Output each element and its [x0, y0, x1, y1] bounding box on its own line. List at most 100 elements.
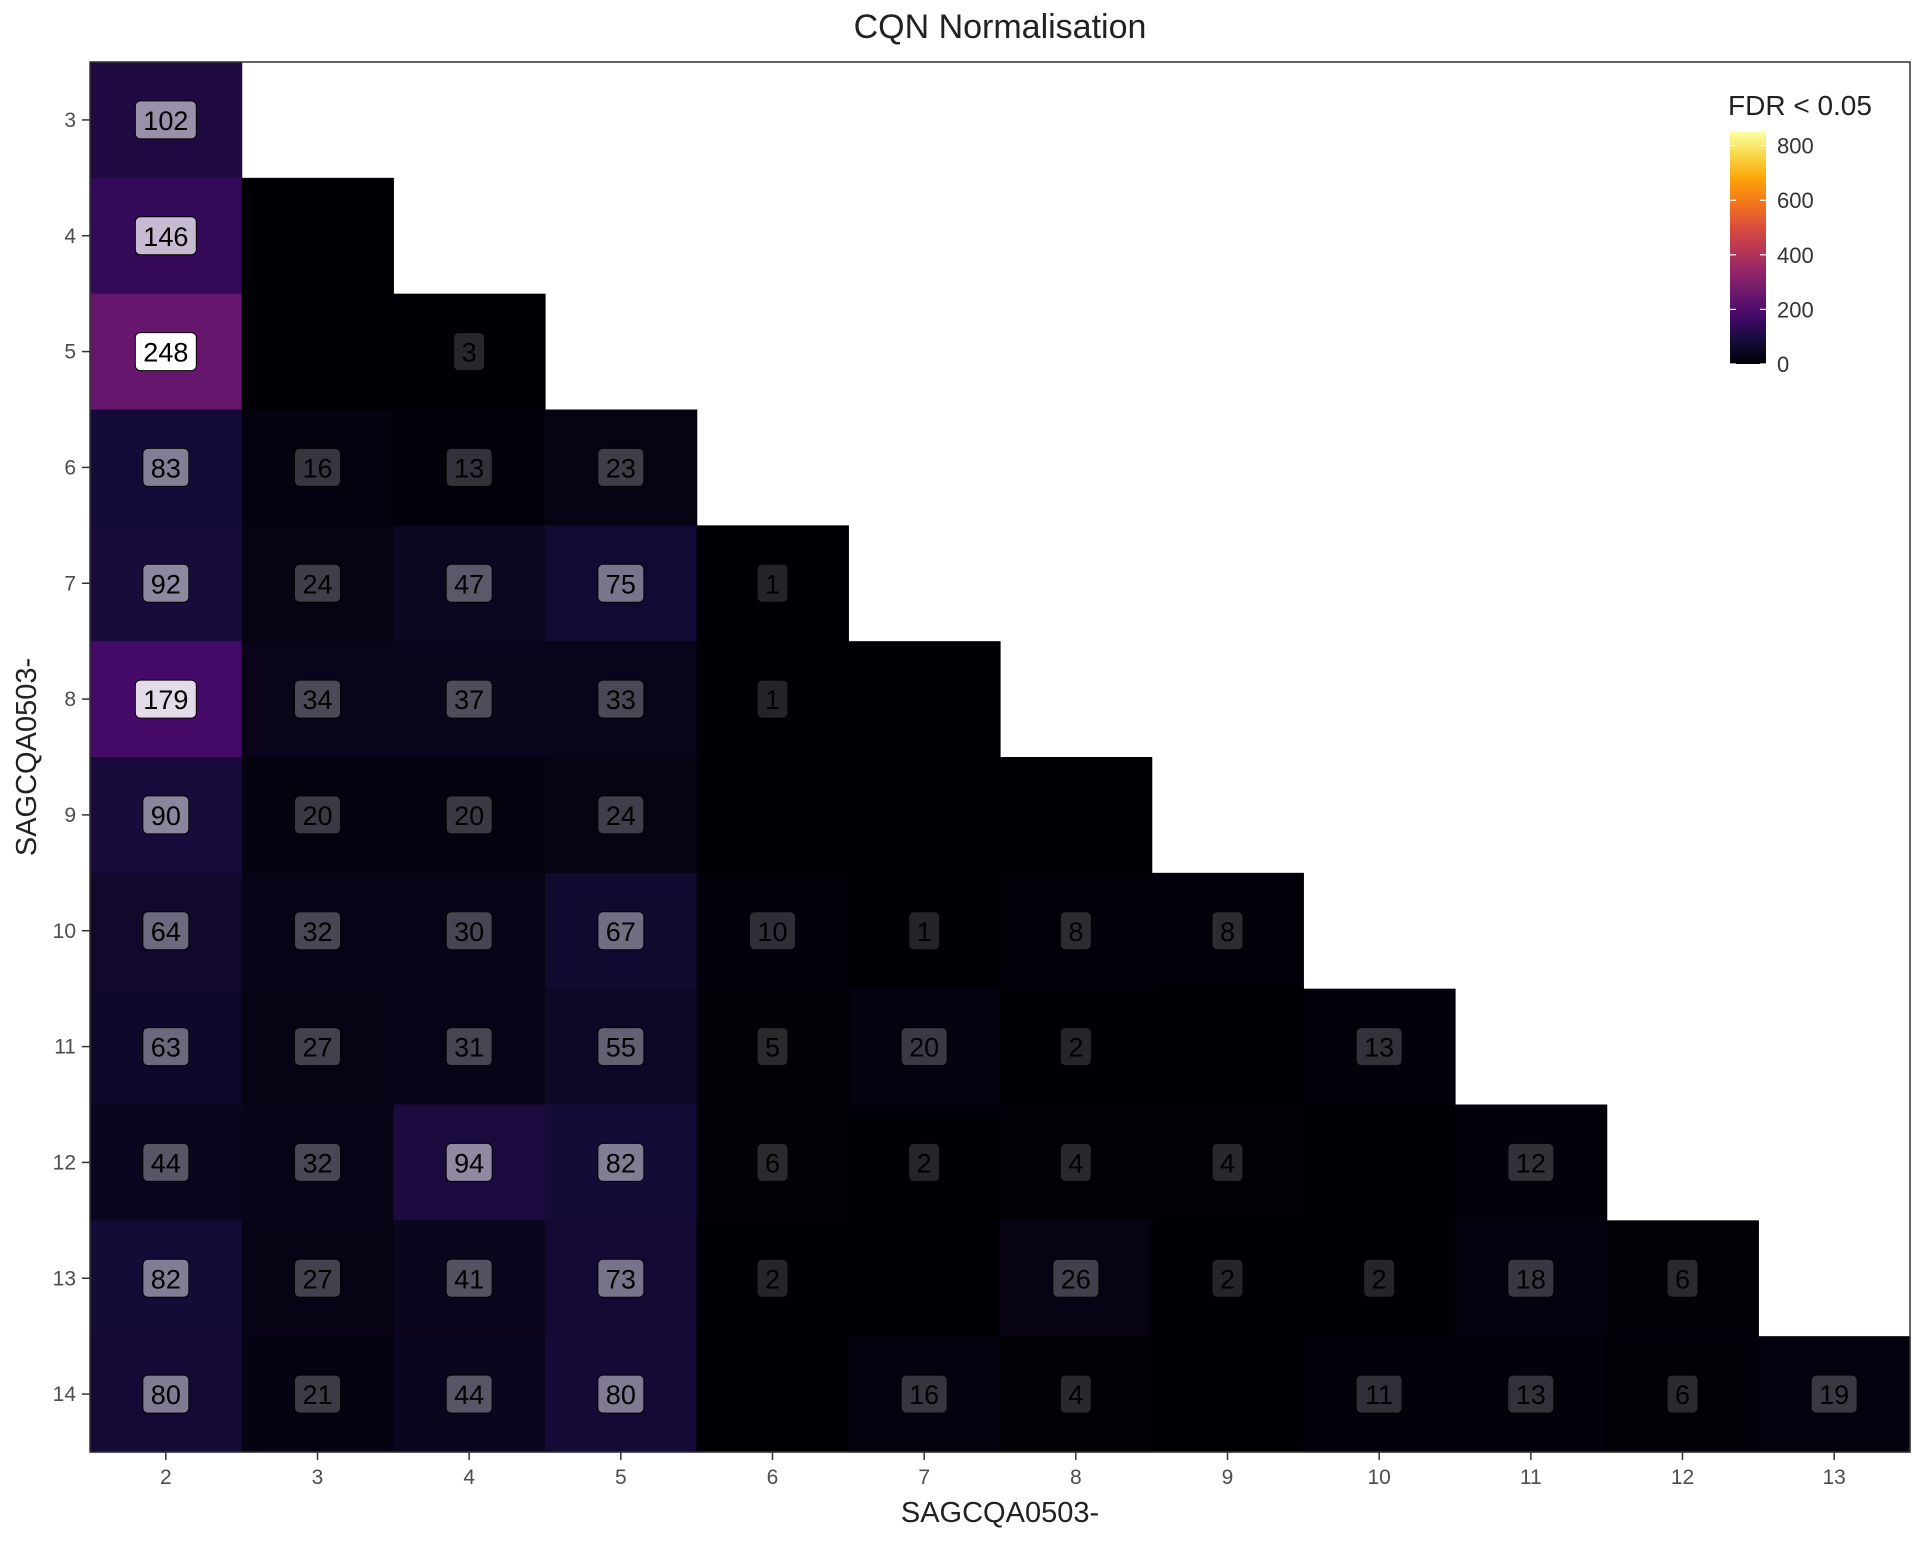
y-axis-title: SAGCQA0503- — [11, 658, 43, 856]
heatmap-cell — [848, 872, 1001, 990]
cell-value-text: 4 — [1220, 1148, 1235, 1178]
y-tick-label: 10 — [53, 920, 76, 943]
cell-value-box — [1810, 1374, 1858, 1414]
y-tick-label: 9 — [64, 804, 76, 827]
cell-value-label: 6 — [1666, 1374, 1699, 1414]
heatmap-cell — [393, 409, 546, 526]
cell-value-label: 13 — [1507, 1374, 1555, 1414]
heatmap-cell — [1151, 872, 1304, 990]
legend-tick-label: 600 — [1777, 188, 1814, 213]
cell-value-label: 2 — [1211, 1258, 1244, 1298]
heatmap-cell — [241, 757, 394, 874]
cell-value-box — [597, 1258, 645, 1298]
cell-value-box — [142, 1258, 190, 1298]
cell-value-text: 1 — [765, 685, 780, 715]
cell-value-label: 13 — [445, 447, 493, 487]
heatmap-cell — [90, 1104, 243, 1221]
cell-value-text: 37 — [454, 685, 484, 715]
cell-value-box — [294, 679, 341, 719]
cell-value-label: 41 — [445, 1258, 493, 1298]
legend-colorbar — [1730, 132, 1766, 364]
cell-value-box — [294, 1027, 341, 1067]
x-tick-label: 9 — [1222, 1466, 1234, 1489]
cell-value-label: 102 — [134, 100, 197, 140]
cell-value-label: 63 — [142, 1027, 190, 1067]
cell-value-text: 6 — [1675, 1264, 1690, 1294]
heatmap-cell — [241, 988, 394, 1106]
cell-value-box — [445, 795, 493, 835]
heatmap-cell — [545, 1336, 698, 1453]
heatmap-cell — [393, 1336, 546, 1453]
cell-value-text: 8 — [1068, 917, 1083, 947]
cell-value-label: 32 — [294, 1142, 341, 1182]
cell-value-text: 64 — [151, 917, 181, 947]
cell-value-label: 11 — [1355, 1374, 1403, 1414]
cell-value-text: 90 — [151, 801, 181, 831]
cell-value-label: 82 — [597, 1142, 645, 1182]
cell-value-box — [1507, 1258, 1555, 1298]
x-tick-label: 10 — [1367, 1466, 1390, 1489]
x-axis-title: SAGCQA0503- — [901, 1497, 1099, 1529]
cell-value-box — [134, 100, 197, 140]
x-tick-label: 13 — [1822, 1466, 1845, 1489]
cell-value-box — [445, 1258, 493, 1298]
heatmap-cell — [241, 409, 394, 526]
heatmap-cell — [1000, 1336, 1153, 1453]
cell-value-label: 33 — [597, 679, 645, 719]
cell-value-box — [597, 1027, 645, 1067]
cell-value-label: 179 — [134, 679, 197, 719]
heatmap-cell — [90, 872, 243, 990]
x-tick-label: 8 — [1070, 1466, 1082, 1489]
cell-value-text: 13 — [1516, 1380, 1546, 1410]
cell-value-box — [749, 911, 796, 951]
heatmap-cell — [241, 1336, 394, 1453]
heatmap-cell — [393, 525, 546, 642]
cell-value-box — [1355, 1374, 1403, 1414]
cell-value-box — [756, 1142, 789, 1182]
cell-value-label: 90 — [142, 795, 190, 835]
cell-value-label: 16 — [900, 1374, 948, 1414]
cell-value-label: 24 — [597, 795, 645, 835]
cell-value-text: 82 — [606, 1148, 636, 1178]
cell-value-label: 24 — [294, 563, 341, 603]
y-tick-label: 5 — [64, 341, 76, 364]
cell-value-text: 10 — [757, 917, 787, 947]
x-tick-label: 3 — [312, 1466, 324, 1489]
cell-value-label: 16 — [294, 447, 341, 487]
cell-value-box — [445, 447, 493, 487]
y-tick-label: 14 — [53, 1383, 77, 1406]
cell-value-text: 33 — [606, 685, 636, 715]
cell-value-label: 3 — [453, 332, 486, 372]
cell-value-text: 82 — [151, 1264, 181, 1294]
cell-value-text: 44 — [151, 1148, 181, 1178]
heatmap-cell — [241, 293, 394, 411]
heatmap-cell — [848, 988, 1001, 1106]
cell-value-box — [597, 447, 645, 487]
heatmap-cell — [241, 1220, 394, 1337]
x-tick-label: 7 — [918, 1466, 930, 1489]
cell-value-text: 41 — [454, 1264, 484, 1294]
cell-value-box — [445, 911, 493, 951]
cell-value-box — [294, 1142, 341, 1182]
cell-value-label: 23 — [597, 447, 645, 487]
heatmap-cell — [545, 872, 698, 990]
cell-value-text: 5 — [765, 1033, 780, 1063]
cell-value-label: 1 — [756, 563, 789, 603]
heatmap-cell — [393, 641, 546, 758]
cell-value-label: 2 — [1363, 1258, 1396, 1298]
x-axis: 2 3 4 5 6 7 8 9 10 11 12 13 — [160, 1452, 1846, 1489]
heatmap-cell — [393, 1220, 546, 1337]
heatmap-cell — [696, 757, 849, 874]
heatmap-cell — [696, 872, 849, 990]
cell-value-label: 4 — [1211, 1142, 1244, 1182]
legend-tick-label: 200 — [1777, 297, 1814, 322]
cell-value-label: 30 — [445, 911, 493, 951]
cell-value-text: 179 — [143, 685, 188, 715]
cell-value-text: 80 — [606, 1380, 636, 1410]
cell-value-label: 1 — [908, 911, 941, 951]
heatmap-cell — [1303, 1336, 1456, 1453]
heatmap-cell — [1151, 1104, 1304, 1221]
cell-value-box — [900, 1374, 948, 1414]
x-tick-label: 4 — [463, 1466, 475, 1489]
